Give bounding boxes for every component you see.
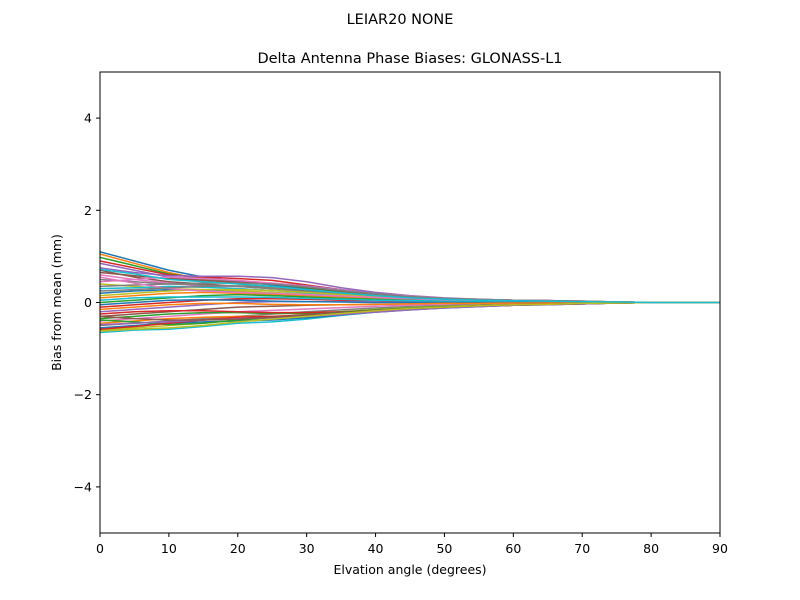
x-tick-label: 10	[161, 541, 177, 556]
chart-suptitle: LEIAR20 NONE	[347, 12, 454, 28]
x-tick-label: 80	[643, 541, 659, 556]
chart-title: Delta Antenna Phase Biases: GLONASS-L1	[257, 51, 562, 67]
y-tick-label: 4	[84, 111, 92, 126]
x-axis: 0 10 20 30 40 50 60 70 80 90	[96, 533, 728, 556]
y-tick-label: 0	[84, 295, 92, 310]
series-line-39	[100, 301, 720, 332]
x-tick-label: 60	[505, 541, 521, 556]
x-tick-label: 20	[230, 541, 246, 556]
y-tick-label: 2	[84, 203, 92, 218]
x-tick-label: 40	[368, 541, 384, 556]
x-tick-label: 70	[574, 541, 590, 556]
y-axis-label: Bias from mean (mm)	[49, 234, 64, 371]
x-tick-label: 0	[96, 541, 104, 556]
y-axis: −4 −2 0 2 4	[74, 111, 100, 494]
x-tick-label: 30	[299, 541, 315, 556]
series-line-40	[100, 268, 720, 304]
y-tick-label: −4	[74, 479, 92, 494]
series-group	[100, 251, 720, 334]
x-tick-label: 50	[436, 541, 452, 556]
x-tick-label: 90	[712, 541, 728, 556]
y-tick-label: −2	[74, 387, 92, 402]
x-axis-label: Elvation angle (degrees)	[333, 562, 486, 577]
